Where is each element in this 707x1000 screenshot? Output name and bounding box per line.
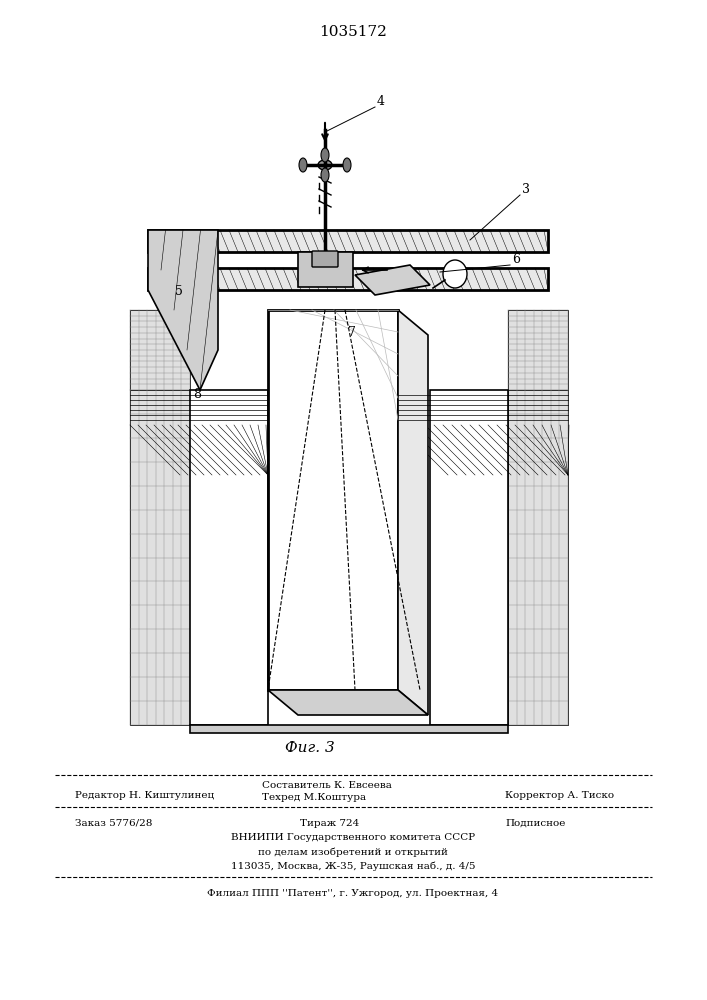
Text: 7: 7 [348,326,356,339]
Bar [130,310,190,390]
Ellipse shape [321,168,329,182]
Ellipse shape [299,158,307,172]
Bar [430,390,508,725]
Text: Составитель К. Евсеева: Составитель К. Евсеева [262,780,392,790]
Text: ВНИИПИ Государственного комитета СССР: ВНИИПИ Государственного комитета СССР [231,834,475,842]
Text: 5: 5 [175,285,183,298]
Polygon shape [398,310,428,715]
Text: Тираж 724: Тираж 724 [300,818,359,828]
Ellipse shape [321,148,329,162]
Ellipse shape [443,260,467,288]
Polygon shape [355,265,430,295]
Ellipse shape [343,158,351,172]
FancyBboxPatch shape [312,251,338,267]
Polygon shape [148,230,218,390]
Bar [508,390,568,725]
Polygon shape [268,690,428,715]
Text: 8: 8 [193,388,201,401]
Text: Заказ 5776/28: Заказ 5776/28 [75,818,153,828]
Bar [190,725,508,733]
Ellipse shape [318,160,332,170]
Text: по делам изобретений и открытий: по делам изобретений и открытий [258,847,448,857]
Text: Фиг. 3: Фиг. 3 [285,741,335,755]
Bar [190,390,268,725]
Bar [148,230,548,252]
Text: 1035172: 1035172 [319,25,387,39]
Text: 6: 6 [512,253,520,266]
Text: 3: 3 [522,183,530,196]
Text: Редактор Н. Киштулинец: Редактор Н. Киштулинец [75,790,214,800]
Text: 4: 4 [377,95,385,108]
Bar [508,310,568,390]
Text: Корректор А. Тиско: Корректор А. Тиско [505,790,614,800]
Bar [268,310,398,690]
Text: Филиал ППП ''Патент'', г. Ужгород, ул. Проектная, 4: Филиал ППП ''Патент'', г. Ужгород, ул. П… [207,888,498,898]
Bar [148,268,548,290]
Text: Техред М.Коштура: Техред М.Коштура [262,792,366,802]
Text: Подписное: Подписное [505,818,566,828]
Bar [130,390,190,725]
Bar [298,252,353,287]
Text: 113035, Москва, Ж-35, Раушская наб., д. 4/5: 113035, Москва, Ж-35, Раушская наб., д. … [230,861,475,871]
